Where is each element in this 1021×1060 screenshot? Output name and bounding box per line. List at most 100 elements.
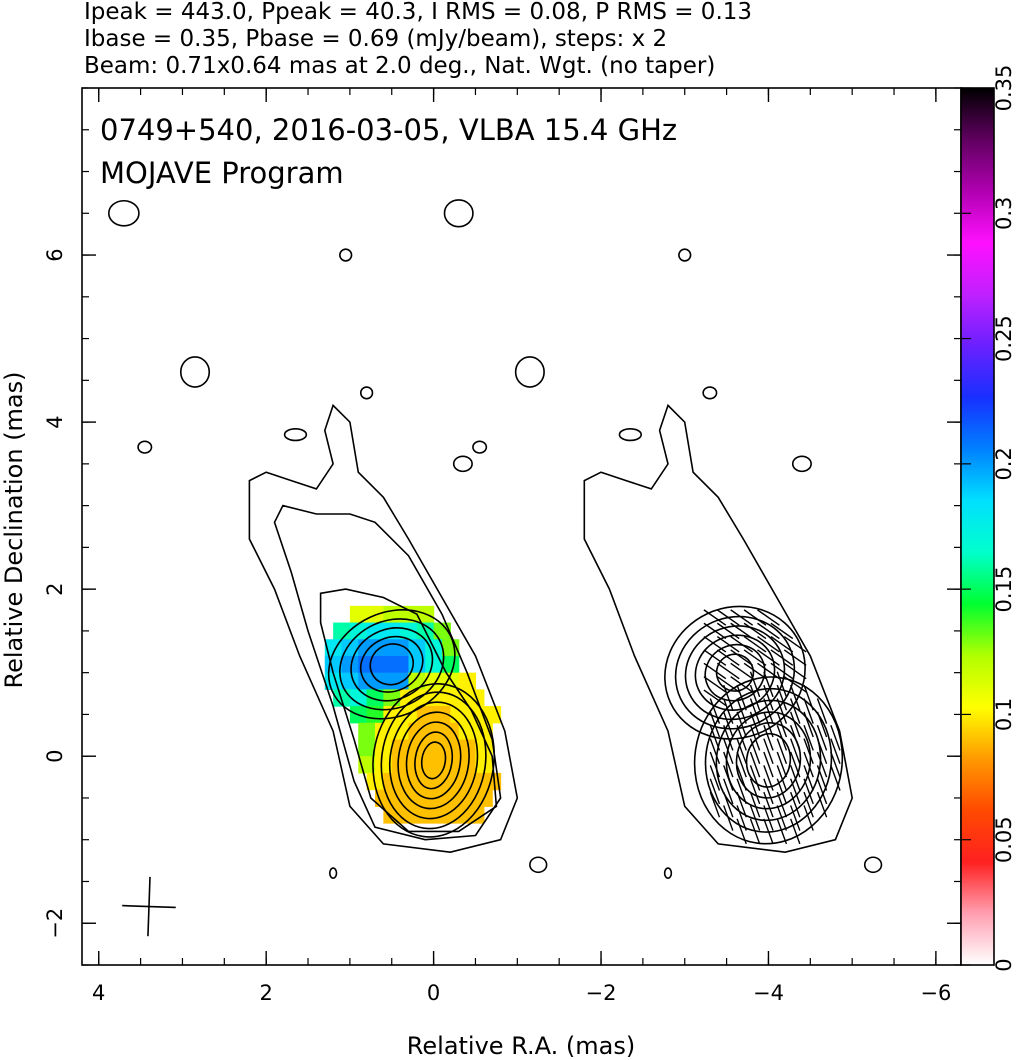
evpa-tick: [716, 622, 740, 640]
evpa-tick: [723, 751, 734, 778]
heatmap-cell: [433, 806, 451, 824]
evpa-tick: [703, 609, 727, 626]
evpa-tick: [757, 609, 780, 626]
evpa-tick: [770, 622, 794, 640]
heatmap-cell: [375, 639, 393, 657]
noise-contour: [472, 440, 488, 454]
intensity-contour-second: [273, 504, 502, 841]
evpa-tick: [763, 751, 774, 778]
core-contour: [420, 741, 447, 780]
evpa-tick: [749, 791, 761, 818]
noise-contour: [283, 427, 308, 442]
evpa-tick: [730, 662, 754, 680]
evpa-tick: [763, 791, 774, 818]
evpa-tick: [830, 738, 841, 764]
x-axis-label: Relative R.A. (mas): [407, 1032, 635, 1060]
evpa-tick: [816, 751, 828, 778]
heatmap-cell: [450, 806, 468, 824]
evpa-tick: [763, 818, 774, 845]
intensity-contour-third: [319, 588, 498, 833]
heatmap-cell: [375, 722, 393, 741]
evpa-tick: [703, 622, 727, 640]
evpa-tick: [703, 649, 727, 666]
axis-ticks: 4 2 0 −2 −4 −6 −2 0 2 4 6: [43, 87, 961, 1005]
heatmap-cell: [366, 689, 384, 707]
noise-contour: [702, 386, 718, 400]
evpa-tick: [736, 684, 747, 711]
evpa-tick: [749, 751, 761, 778]
evpa-tick: [763, 805, 774, 831]
noise-contour: [328, 867, 338, 879]
x-tick-label: −2: [586, 981, 617, 1005]
evpa-tick: [776, 725, 788, 751]
heatmap-cell: [416, 772, 435, 791]
evpa-tick: [763, 711, 774, 738]
core-contour: [414, 731, 454, 790]
y-axis-label: Relative Declination (mas): [0, 371, 28, 688]
pol-knot-contour: [664, 605, 806, 740]
y-tick-label: 4: [43, 415, 67, 428]
evpa-tick: [749, 805, 761, 831]
stats-line-2: Ibase = 0.35, Pbase = 0.69 (mJy/beam), s…: [84, 26, 667, 52]
evpa-tick: [816, 711, 828, 738]
evpa-tick: [816, 765, 828, 791]
intensity-contours: [248, 403, 854, 854]
evpa-tick: [790, 751, 801, 778]
colorbar-tick-label: 0.3: [992, 197, 1016, 230]
evpa-tick: [723, 684, 734, 711]
evpa-tick: [770, 636, 794, 653]
evpa-tick: [757, 636, 780, 653]
heatmap-cell: [433, 706, 451, 724]
beam-line: Beam: 0.71x0.64 mas at 2.0 deg., Nat. Wg…: [84, 53, 715, 79]
evpa-tick: [730, 609, 754, 626]
colorbar-tick-label: 0: [992, 958, 1016, 971]
evpa-tick: [749, 698, 761, 724]
stats-line-1: Ipeak = 443.0, Ppeak = 40.3, I RMS = 0.0…: [84, 0, 752, 25]
heatmap-cell: [341, 639, 359, 657]
evpa-tick: [716, 676, 740, 693]
noise-contour: [107, 199, 140, 227]
y-tick-label: 2: [43, 582, 67, 595]
heatmap-cell: [375, 789, 393, 807]
evpa-tick: [776, 818, 788, 845]
evpa-tick: [776, 765, 788, 791]
evpa-tick: [763, 698, 774, 724]
evpa-tick: [803, 751, 814, 778]
colorbar: [960, 87, 995, 966]
heatmap-cell: [341, 672, 359, 690]
intensity-contour-outer: [248, 403, 519, 854]
evpa-tick: [736, 778, 747, 805]
evpa-tick: [723, 738, 734, 764]
evpa-tick: [790, 778, 801, 805]
heatmap-cell: [458, 739, 477, 757]
pol-knot-contour: [674, 615, 796, 730]
heatmap-cell: [400, 772, 418, 791]
evpa-tick: [749, 671, 761, 698]
beam-minor-axis: [122, 904, 176, 909]
heatmap-cell: [341, 655, 359, 674]
evpa-tick: [743, 636, 767, 653]
pol-knot-contour: [694, 634, 776, 711]
evpa-tick: [736, 751, 747, 778]
heatmap-cell: [375, 672, 393, 690]
evpa-tick: [743, 649, 767, 666]
evpa-tick: [830, 751, 841, 778]
knot-contour: [359, 635, 424, 693]
evpa-tick: [723, 698, 734, 724]
noise-contours: [107, 199, 883, 879]
heatmap-cell: [425, 756, 443, 774]
evpa-tick: [749, 818, 761, 845]
noise-contour: [663, 867, 673, 879]
heatmap-cell: [475, 739, 493, 757]
colorbar-tick-label: 0.2: [992, 447, 1016, 480]
evpa-tick: [709, 698, 721, 724]
knot-contour: [327, 609, 456, 720]
evpa-tick: [790, 684, 801, 711]
noise-contour: [179, 356, 211, 388]
evpa-tick: [757, 662, 780, 680]
evpa-tick: [830, 725, 841, 751]
evpa-tick: [723, 778, 734, 805]
evpa-tick: [716, 649, 740, 666]
heatmap-cell: [333, 622, 351, 640]
